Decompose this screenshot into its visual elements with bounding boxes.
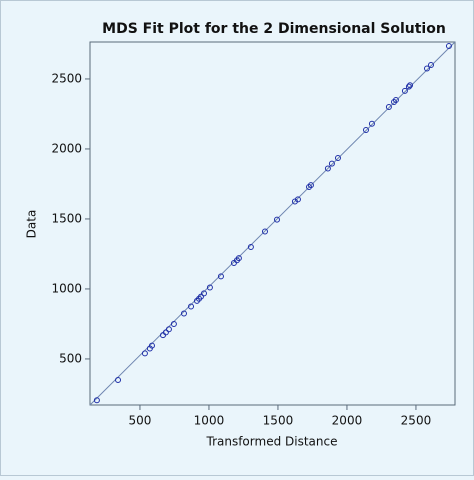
point [368, 120, 375, 127]
x-tick-label: 1500 [263, 414, 294, 428]
point [362, 127, 369, 134]
y-tick-label: 1500 [51, 211, 82, 225]
point [141, 350, 148, 357]
point [180, 310, 187, 317]
x-tick-label: 500 [129, 414, 152, 428]
point [162, 329, 169, 336]
point [307, 182, 314, 189]
point [217, 273, 224, 280]
point [235, 255, 242, 262]
point [170, 320, 177, 327]
point [148, 342, 155, 349]
point [407, 82, 414, 89]
y-tick-label: 500 [59, 351, 82, 365]
point [385, 103, 392, 110]
fit-line [89, 41, 456, 406]
y-axis-label: Data [25, 210, 39, 239]
point [328, 160, 335, 167]
x-tick-label: 1000 [194, 414, 225, 428]
point [188, 303, 195, 310]
point [247, 243, 254, 250]
point [324, 165, 331, 172]
point [445, 43, 452, 50]
point [401, 87, 408, 94]
y-tick-label: 2500 [51, 71, 82, 85]
point [200, 290, 207, 297]
point [93, 397, 100, 404]
point [115, 376, 122, 383]
y-tick-label: 1000 [51, 281, 82, 295]
point [334, 155, 341, 162]
point [197, 293, 204, 300]
point [405, 83, 412, 90]
x-tick-label: 2500 [401, 414, 432, 428]
point [427, 61, 434, 68]
point [206, 284, 213, 291]
point [423, 65, 430, 72]
point [165, 326, 172, 333]
chart-title: MDS Fit Plot for the 2 Dimensional Solut… [102, 21, 446, 37]
point [294, 196, 301, 203]
point [261, 228, 268, 235]
x-axis-label: Transformed Distance [206, 435, 338, 449]
y-tick-label: 2000 [51, 141, 82, 155]
x-tick-label: 2000 [332, 414, 363, 428]
point [392, 96, 399, 103]
point [273, 216, 280, 223]
